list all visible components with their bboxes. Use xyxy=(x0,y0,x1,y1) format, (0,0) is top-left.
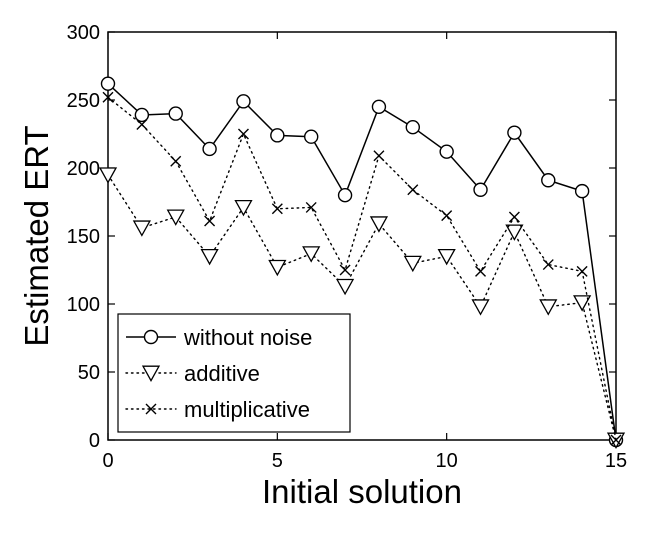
data-point-without-noise xyxy=(337,187,353,203)
x-tick-label: 5 xyxy=(272,450,283,472)
series-line-multiplicative xyxy=(107,96,617,441)
series-additive xyxy=(98,167,626,449)
legend-marker-additive xyxy=(141,365,161,382)
data-point-additive xyxy=(268,259,287,277)
x-tick-label: 0 xyxy=(102,450,113,472)
data-point-multiplicative xyxy=(237,128,249,140)
series-group xyxy=(98,76,626,449)
data-point-without-noise xyxy=(473,182,488,197)
y-tick-label: 250 xyxy=(67,90,100,112)
data-point-multiplicative xyxy=(102,91,114,103)
y-axis-title: Estimated ERT xyxy=(18,125,55,346)
data-point-additive xyxy=(132,220,151,237)
data-point-without-noise xyxy=(439,144,454,159)
data-point-multiplicative xyxy=(407,184,419,196)
series-line-without-noise xyxy=(107,83,617,441)
data-point-additive xyxy=(403,255,422,273)
legend-label-additive: additive xyxy=(184,361,260,386)
data-point-multiplicative xyxy=(542,259,554,271)
data-point-additive xyxy=(573,295,592,312)
data-point-multiplicative xyxy=(576,265,588,277)
data-point-multiplicative xyxy=(305,201,317,213)
data-point-without-noise xyxy=(574,183,590,199)
legend-label-multiplicative: multiplicative xyxy=(184,397,310,422)
axes: 0 50 100 150 200 250 300 0 5 10 15 xyxy=(67,22,628,472)
y-tick-label: 50 xyxy=(78,362,100,384)
legend: without noise additive multiplicative xyxy=(117,313,351,433)
data-point-multiplicative xyxy=(204,215,216,227)
series-line-additive xyxy=(107,174,617,441)
data-point-multiplicative xyxy=(271,203,283,215)
data-point-additive xyxy=(505,224,524,241)
data-point-without-noise xyxy=(168,106,183,121)
y-tick-label: 150 xyxy=(67,226,100,248)
data-point-without-noise xyxy=(236,94,251,109)
data-point-multiplicative xyxy=(373,150,385,162)
data-point-without-noise xyxy=(100,76,116,91)
x-tick-label: 15 xyxy=(605,450,627,472)
legend-marker-without-noise xyxy=(143,329,159,345)
data-point-without-noise xyxy=(134,107,150,123)
data-point-multiplicative xyxy=(610,434,622,446)
data-point-multiplicative xyxy=(508,211,520,223)
data-point-without-noise xyxy=(270,128,285,143)
data-point-without-noise xyxy=(304,129,319,144)
data-point-multiplicative xyxy=(339,264,351,276)
data-point-additive xyxy=(437,248,456,266)
legend-marker-multiplicative xyxy=(145,403,157,415)
data-point-without-noise xyxy=(202,141,217,157)
data-point-multiplicative xyxy=(170,155,182,167)
data-point-additive xyxy=(369,216,389,233)
data-point-additive xyxy=(98,167,118,184)
data-point-without-noise xyxy=(541,173,556,188)
data-point-without-noise xyxy=(405,119,420,135)
x-axis-title: Initial solution xyxy=(262,473,462,510)
data-point-additive xyxy=(539,299,558,316)
data-point-additive xyxy=(302,246,321,263)
legend-label-without-noise: without noise xyxy=(183,325,312,350)
y-tick-label: 300 xyxy=(67,22,100,44)
data-point-without-noise xyxy=(507,125,522,140)
data-point-additive xyxy=(234,199,253,217)
data-point-multiplicative xyxy=(136,118,148,130)
data-point-multiplicative xyxy=(475,265,487,277)
data-point-multiplicative xyxy=(441,210,453,222)
series-multiplicative xyxy=(102,91,622,446)
data-point-additive xyxy=(471,299,490,316)
x-tick-label: 10 xyxy=(436,450,458,472)
data-point-additive xyxy=(335,278,355,296)
data-point-additive xyxy=(200,248,219,266)
y-tick-label: 100 xyxy=(67,294,100,316)
data-point-additive xyxy=(166,209,185,226)
y-tick-label: 200 xyxy=(67,158,100,180)
y-tick-label: 0 xyxy=(89,430,100,452)
data-point-without-noise xyxy=(371,99,387,115)
